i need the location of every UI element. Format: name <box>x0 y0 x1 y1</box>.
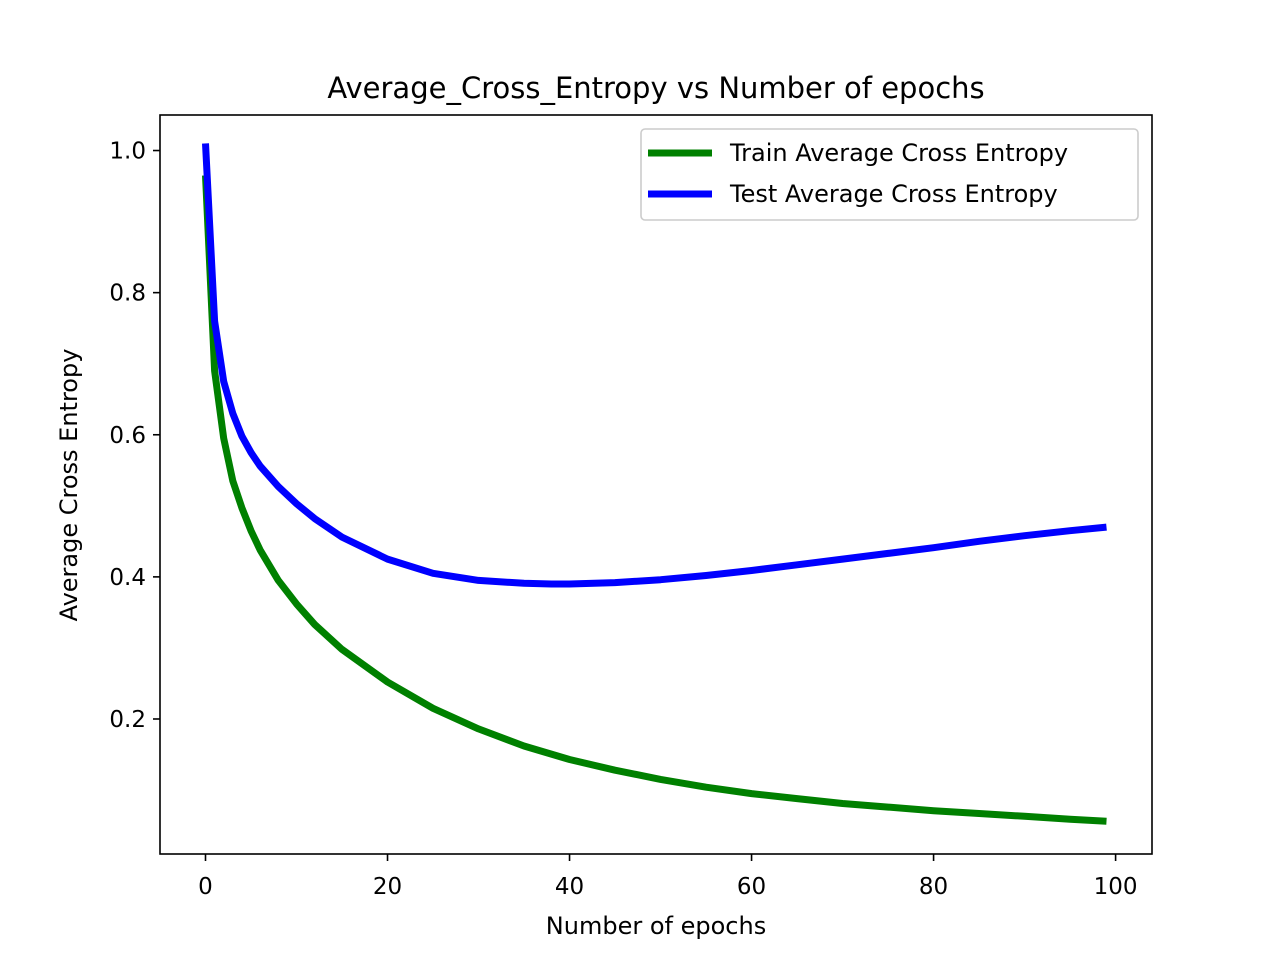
series-line-test <box>202 143 1107 588</box>
series-line-train <box>202 175 1107 825</box>
x-tick-label: 80 <box>919 874 948 900</box>
chart-title: Average_Cross_Entropy vs Number of epoch… <box>327 71 984 105</box>
x-axis-label: Number of epochs <box>546 912 766 940</box>
x-tick-label: 20 <box>373 874 402 900</box>
legend: Train Average Cross Entropy Test Average … <box>640 128 1139 221</box>
y-tick-label: 0.4 <box>109 565 146 591</box>
plot-area: 0 20 40 60 80 100 0.2 0.4 0.6 0.8 1.0 Train Average… <box>109 114 1153 900</box>
y-tick-label: 0.6 <box>109 423 146 449</box>
x-tick-label: 40 <box>555 874 584 900</box>
x-tick-label: 60 <box>737 874 766 900</box>
y-tick-label: 0.8 <box>109 281 146 307</box>
y-axis-label: Average Cross Entropy <box>55 349 83 622</box>
y-tick-label: 1.0 <box>109 139 146 165</box>
plot-frame <box>159 114 1153 855</box>
legend-label-test: Test Average Cross Entropy <box>729 180 1058 208</box>
x-tick-label: 100 <box>1094 874 1138 900</box>
x-tick-label: 0 <box>198 874 213 900</box>
legend-box <box>640 128 1139 221</box>
y-tick-label: 0.2 <box>109 707 146 733</box>
legend-label-train: Train Average Cross Entropy <box>729 139 1068 167</box>
